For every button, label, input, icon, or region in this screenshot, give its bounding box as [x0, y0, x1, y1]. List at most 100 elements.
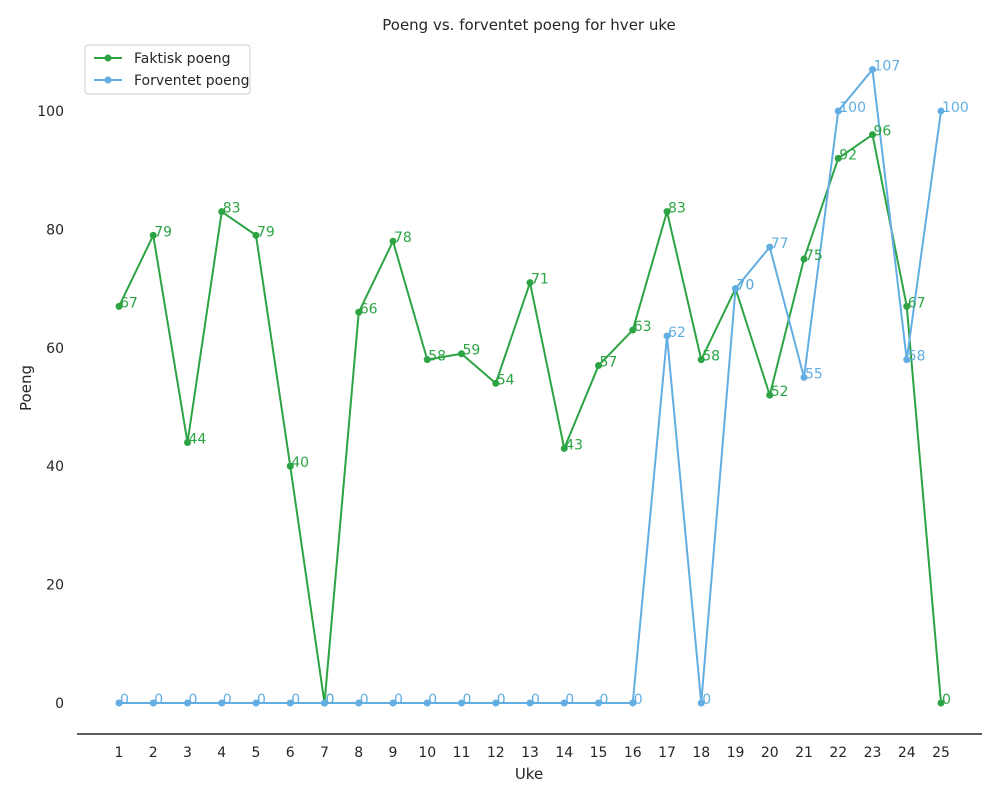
x-tick-label: 13: [521, 745, 539, 761]
x-tick-label: 2: [149, 745, 158, 761]
legend: Faktisk poeng Forventet poeng: [84, 44, 251, 95]
x-tick-label: 12: [487, 745, 505, 761]
data-point: [115, 302, 123, 310]
data-point: [252, 231, 260, 239]
data-point: [458, 350, 465, 358]
data-point: [595, 362, 602, 370]
data-label: 62: [668, 325, 686, 341]
data-point: [697, 356, 705, 364]
series-layer: [115, 66, 945, 707]
y-axis-title: Poeng: [17, 365, 35, 411]
data-point: [184, 439, 191, 447]
data-label: 0: [428, 692, 437, 708]
data-label: 79: [257, 224, 275, 240]
data-point: [492, 379, 500, 387]
data-point: [389, 699, 397, 707]
data-point: [800, 255, 808, 263]
x-tick-label: 9: [389, 745, 398, 761]
y-tick-label: 80: [46, 222, 64, 238]
data-point: [629, 326, 637, 334]
legend-marker: [104, 54, 112, 62]
x-tick-label: 4: [217, 745, 226, 761]
data-point: [218, 208, 226, 216]
data-label: 0: [942, 692, 951, 708]
data-point: [732, 285, 739, 293]
x-tick-label: 5: [252, 745, 261, 761]
axes: 1 2 3 4 5 6 7 8 9 10 11 12 13 14 15 16 17 18 19 20 21 22 23 24 2…: [37, 104, 982, 761]
legend-box: [84, 44, 251, 95]
x-tick-label: 20: [761, 745, 779, 761]
data-point: [560, 444, 568, 452]
data-label: 52: [771, 384, 789, 400]
data-point: [355, 308, 363, 316]
data-label: 0: [394, 692, 403, 708]
data-point: [903, 356, 911, 364]
legend-item: Faktisk poeng: [94, 51, 231, 67]
data-label: 0: [326, 692, 335, 708]
data-label: 0: [189, 692, 198, 708]
data-label: 0: [360, 692, 369, 708]
data-label: 71: [531, 272, 549, 288]
y-tick-label: 20: [46, 578, 64, 594]
data-label: 70: [737, 278, 755, 294]
data-point: [834, 154, 842, 162]
data-point: [389, 237, 397, 245]
data-point: [869, 66, 876, 74]
data-label: 83: [668, 201, 686, 217]
data-label: 0: [702, 692, 711, 708]
data-label: 63: [634, 319, 652, 335]
data-label: 96: [874, 124, 892, 140]
x-tick-label: 1: [115, 745, 124, 761]
data-label: 100: [942, 100, 969, 116]
x-tick-label: 8: [354, 745, 363, 761]
data-label: 0: [531, 692, 540, 708]
data-point: [355, 699, 363, 707]
data-point: [149, 231, 157, 239]
data-point: [800, 373, 808, 381]
x-tick-label: 7: [320, 745, 329, 761]
data-point: [937, 107, 945, 115]
data-point: [663, 332, 671, 340]
data-point: [423, 356, 431, 364]
data-label: 79: [154, 224, 172, 240]
data-label: 67: [120, 295, 138, 311]
data-label: 0: [326, 692, 335, 708]
data-label: 43: [565, 437, 583, 453]
x-tick-label: 18: [692, 745, 710, 761]
y-tick-label: 100: [37, 104, 64, 120]
data-labels: 67 79 44 83 79 40 0 66 78 58 59 54 71 43 57 63 83 58 70 52 7…: [120, 59, 969, 708]
data-label: 0: [154, 692, 163, 708]
data-label: 77: [771, 236, 789, 252]
x-tick-label: 23: [864, 745, 882, 761]
data-point: [766, 243, 774, 251]
legend-item: Forventet poeng: [94, 73, 250, 89]
y-tick-label: 0: [55, 696, 64, 712]
x-tick-label: 6: [286, 745, 295, 761]
legend-label: Faktisk poeng: [134, 51, 231, 67]
data-label: 58: [702, 349, 720, 365]
data-point: [115, 699, 123, 707]
data-label: 58: [428, 349, 446, 365]
x-tick-label: 21: [795, 745, 813, 761]
data-point: [663, 208, 671, 216]
data-label: 58: [908, 349, 926, 365]
x-axis-title: Uke: [515, 765, 543, 783]
x-tick-label: 10: [418, 745, 436, 761]
x-tick-label: 22: [829, 745, 847, 761]
x-tick-label: 11: [453, 745, 471, 761]
data-label: 59: [463, 343, 481, 359]
x-tick-label: 15: [590, 745, 608, 761]
data-label: 70: [737, 278, 755, 294]
data-label: 75: [805, 248, 823, 264]
data-point: [629, 699, 637, 707]
data-point: [834, 107, 842, 115]
data-label: 54: [497, 372, 515, 388]
data-label: 0: [257, 692, 266, 708]
data-point: [184, 699, 191, 707]
data-point: [423, 699, 431, 707]
data-point: [766, 391, 774, 399]
data-label: 0: [565, 692, 574, 708]
data-label: 92: [839, 147, 857, 163]
data-point: [252, 699, 260, 707]
